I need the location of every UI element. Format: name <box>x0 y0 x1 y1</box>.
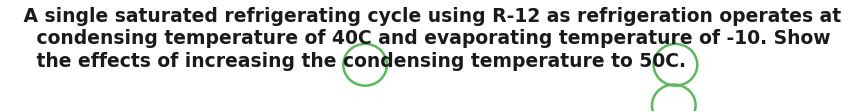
Text: A single saturated refrigerating cycle using R-12 as refrigeration operates at
 : A single saturated refrigerating cycle u… <box>17 7 841 71</box>
